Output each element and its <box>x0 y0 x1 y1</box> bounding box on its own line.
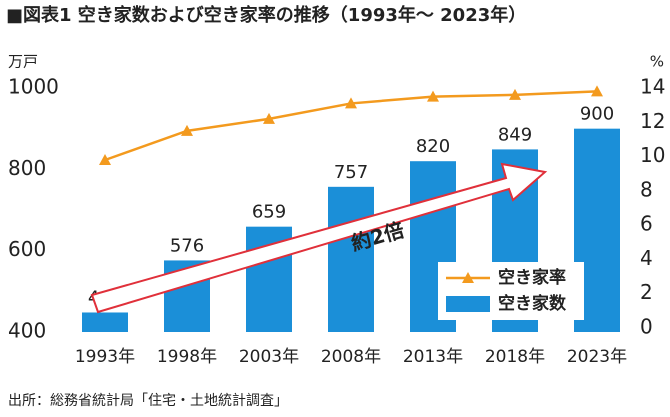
legend-swatch <box>446 296 490 312</box>
y-tick-label: 600 <box>8 237 46 261</box>
y2-tick-label: 6 <box>640 212 653 236</box>
y2-tick-label: 8 <box>640 177 653 201</box>
x-tick-label: 2013年 <box>403 347 463 367</box>
y2-tick-label: 10 <box>640 143 665 167</box>
y2-tick-label: 2 <box>640 280 653 304</box>
rate-marker <box>427 90 439 102</box>
rate-marker <box>591 85 603 97</box>
source-note: 出所：総務省統計局「住宅・土地統計調査」 <box>8 393 288 409</box>
y2-tick-label: 4 <box>640 246 653 270</box>
data-label: 900 <box>580 104 614 125</box>
y-tick-label: 1000 <box>8 75 59 99</box>
x-tick-label: 1998年 <box>157 347 217 367</box>
y-tick-label: 400 <box>8 319 46 343</box>
legend-label: 空き家数 <box>498 293 567 314</box>
bar <box>328 186 374 332</box>
y2-tick-label: 12 <box>640 109 665 133</box>
y-axis-label: 万戸 <box>8 53 38 71</box>
rate-marker <box>345 97 357 109</box>
y2-axis-label: % <box>650 53 664 71</box>
rate-marker <box>509 88 521 100</box>
y2-tick-label: 0 <box>640 315 653 339</box>
x-tick-label: 1993年 <box>75 347 135 367</box>
growth-arrow <box>90 162 548 314</box>
x-tick-label: 2008年 <box>321 347 381 367</box>
bar <box>82 312 128 332</box>
y2-tick-label: 14 <box>640 75 665 99</box>
y-tick-label: 800 <box>8 156 46 180</box>
legend-marker <box>462 272 474 283</box>
rate-marker <box>99 154 111 165</box>
data-label: 820 <box>416 136 450 157</box>
chart-title: ■図表1 空き家数および空き家率の推移（1993年〜 2023年） <box>6 4 526 26</box>
data-label: 849 <box>498 124 532 145</box>
data-label: 757 <box>334 162 368 183</box>
rate-marker <box>263 112 275 124</box>
x-tick-label: 2018年 <box>485 347 545 367</box>
legend-label: 空き家率 <box>498 267 566 288</box>
rate-marker <box>181 124 193 136</box>
x-tick-label: 2003年 <box>239 347 299 367</box>
data-label: 659 <box>252 202 286 223</box>
x-tick-label: 2023年 <box>567 347 627 367</box>
data-label: 576 <box>170 235 204 256</box>
